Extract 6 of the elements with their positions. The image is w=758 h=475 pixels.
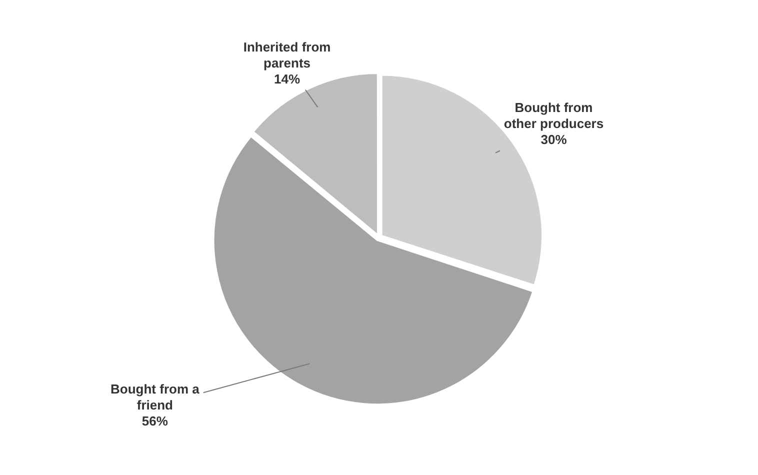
data-label: 30% (540, 132, 568, 148)
slice-label: Bought from a friend (110, 381, 200, 412)
data-label: 14% (274, 71, 300, 86)
slice-label: Inherited from parents (243, 39, 331, 70)
slice-label: Bought from other producers (504, 100, 604, 132)
data-label: 56% (142, 413, 168, 428)
